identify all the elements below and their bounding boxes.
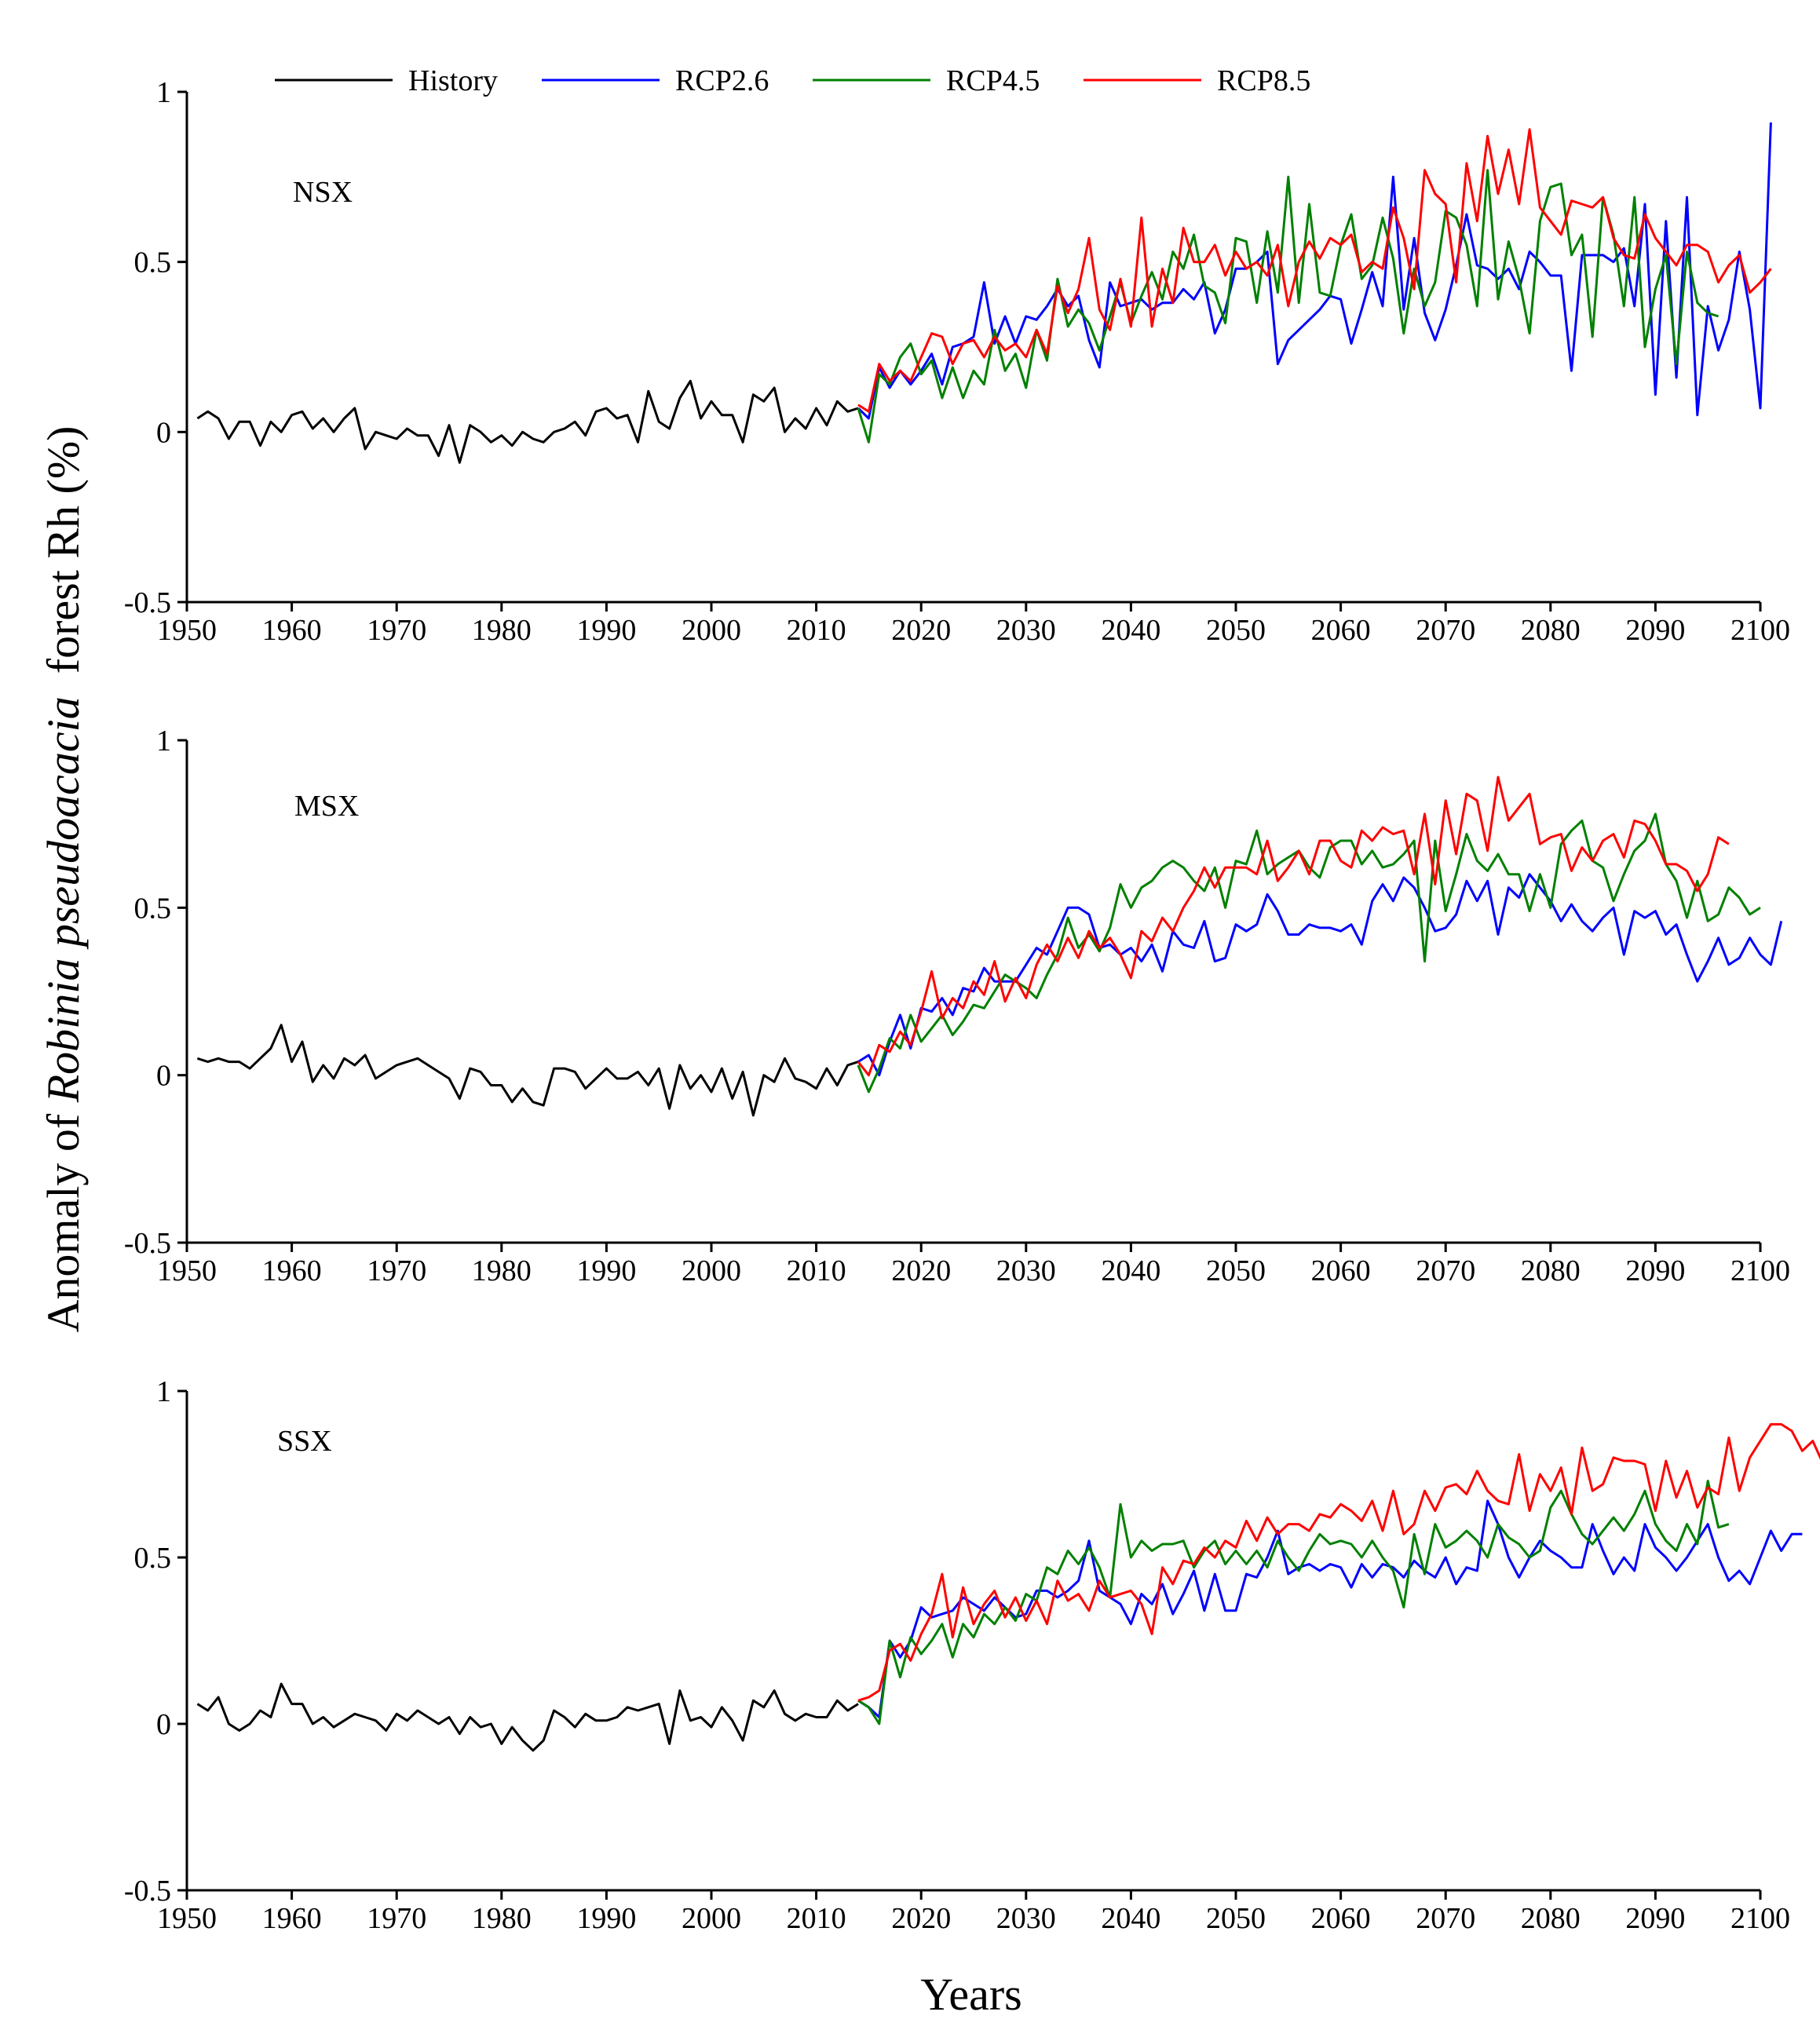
x-tick-label: 2060 bbox=[1311, 1902, 1371, 1935]
y-tick-label: -0.5 bbox=[124, 1875, 171, 1908]
y-tick-label: 0 bbox=[156, 1708, 171, 1741]
legend-label: RCP8.5 bbox=[1217, 64, 1310, 97]
legend-label: History bbox=[408, 64, 498, 97]
x-tick-label: 1990 bbox=[576, 1902, 636, 1935]
x-tick-label: 2060 bbox=[1311, 614, 1371, 647]
x-tick-label: 1980 bbox=[472, 1254, 532, 1287]
series-line-ssx-rcp85 bbox=[857, 1422, 1820, 1702]
panel-nsx: -0.5 0 0.5 1 1950 1960 1970 1980 1990 2000 2010 202… bbox=[124, 76, 1790, 647]
x-tick-label: 1970 bbox=[367, 614, 426, 647]
x-tick-label: 2040 bbox=[1101, 614, 1160, 647]
y-tick-label: 0.5 bbox=[134, 246, 172, 279]
x-tick-label: 2020 bbox=[891, 614, 951, 647]
x-tick-label: 2080 bbox=[1521, 1902, 1581, 1935]
panel-label-ssx: SSX bbox=[277, 1425, 332, 1458]
y-tick-label: 0.5 bbox=[134, 1542, 172, 1575]
x-tick-label: 2050 bbox=[1206, 1254, 1266, 1287]
x-tick-label: 2100 bbox=[1730, 614, 1790, 647]
y-tick-label: 0.5 bbox=[134, 892, 172, 925]
x-tick-label: 2000 bbox=[682, 1902, 741, 1935]
x-tick-label: 1980 bbox=[472, 1902, 532, 1935]
panel-ssx: -0.5 0 0.5 1 1950 1960 1970 1980 1990 2000 2010 202… bbox=[124, 1375, 1820, 1935]
y-axis-title-prefix: Anomaly of bbox=[38, 1102, 89, 1332]
series-line-ssx-history bbox=[196, 1682, 859, 1752]
x-tick-label: 2050 bbox=[1206, 614, 1266, 647]
x-tick-label: 1970 bbox=[367, 1902, 426, 1935]
x-tick-label: 2030 bbox=[996, 1254, 1056, 1287]
x-tick-label: 1980 bbox=[472, 614, 532, 647]
legend-item-history: History bbox=[275, 64, 498, 97]
y-tick-label: 1 bbox=[156, 1375, 171, 1408]
x-tick-label: 1990 bbox=[576, 614, 636, 647]
x-tick-label: 2000 bbox=[682, 1254, 741, 1287]
y-axis-title: Anomaly of Robinia pseudoacacia forest R… bbox=[38, 426, 89, 1333]
y-tick-label: 0 bbox=[156, 1060, 171, 1093]
panel-label-msx: MSX bbox=[294, 790, 359, 823]
series-line-ssx-rcp26 bbox=[857, 1499, 1803, 1718]
x-tick-label: 2050 bbox=[1206, 1902, 1266, 1935]
x-tick-label: 2100 bbox=[1730, 1902, 1790, 1935]
x-tick-label: 1950 bbox=[157, 1902, 217, 1935]
y-axis-title-suffix: forest Rh (%) bbox=[38, 426, 89, 697]
x-tick-label: 2080 bbox=[1521, 1254, 1581, 1287]
legend-item-rcp26: RCP2.6 bbox=[542, 64, 769, 97]
x-tick-label: 1990 bbox=[576, 1254, 636, 1287]
x-tick-label: 1950 bbox=[157, 1254, 217, 1287]
y-tick-label: 0 bbox=[156, 416, 171, 449]
x-tick-label: 2020 bbox=[891, 1254, 951, 1287]
x-tick-label: 2070 bbox=[1416, 1254, 1475, 1287]
series-line-nsx-rcp26 bbox=[857, 122, 1772, 420]
x-tick-label: 2090 bbox=[1625, 1254, 1685, 1287]
chart-panels: -0.5 0 0.5 1 1950 1960 1970 1980 1990 2000 2010 202… bbox=[124, 76, 1820, 1935]
x-tick-label: 2030 bbox=[996, 1902, 1056, 1935]
x-tick-label: 2000 bbox=[682, 614, 741, 647]
series-line-msx-rcp26 bbox=[857, 873, 1783, 1077]
series-line-msx-rcp85 bbox=[857, 776, 1730, 1077]
panel-label-nsx: NSX bbox=[293, 176, 353, 209]
x-tick-label: 1970 bbox=[367, 1254, 426, 1287]
x-tick-label: 2020 bbox=[891, 1902, 951, 1935]
x-tick-label: 2090 bbox=[1625, 1902, 1685, 1935]
x-tick-label: 2080 bbox=[1521, 614, 1581, 647]
series-line-nsx-history bbox=[196, 379, 859, 464]
panel-msx: -0.5 0 0.5 1 1950 1960 1970 1980 1990 2000 2010 202… bbox=[124, 725, 1790, 1287]
series-line-nsx-rcp85 bbox=[857, 128, 1772, 413]
series-line-ssx-rcp45 bbox=[857, 1480, 1730, 1725]
legend-label: RCP4.5 bbox=[946, 64, 1040, 97]
x-tick-label: 2010 bbox=[787, 614, 846, 647]
x-axis-title: Years bbox=[920, 1969, 1021, 2020]
x-tick-label: 1960 bbox=[262, 1902, 322, 1935]
x-tick-label: 2040 bbox=[1101, 1902, 1160, 1935]
legend-item-rcp85: RCP8.5 bbox=[1084, 64, 1310, 97]
x-tick-label: 2040 bbox=[1101, 1254, 1160, 1287]
x-tick-label: 1960 bbox=[262, 1254, 322, 1287]
x-tick-label: 2010 bbox=[787, 1902, 846, 1935]
y-tick-label: 1 bbox=[156, 725, 171, 758]
series-line-msx-rcp45 bbox=[857, 812, 1761, 1094]
series-line-msx-history bbox=[196, 1024, 859, 1117]
legend-label: RCP2.6 bbox=[675, 64, 769, 97]
legend-item-rcp45: RCP4.5 bbox=[813, 64, 1040, 97]
y-tick-label: 1 bbox=[156, 76, 171, 109]
x-tick-label: 2070 bbox=[1416, 1902, 1475, 1935]
x-tick-label: 2070 bbox=[1416, 614, 1475, 647]
series-line-nsx-rcp45 bbox=[857, 169, 1719, 444]
x-tick-label: 2010 bbox=[787, 1254, 846, 1287]
x-tick-label: 2060 bbox=[1311, 1254, 1371, 1287]
x-tick-label: 2100 bbox=[1730, 1254, 1790, 1287]
x-tick-label: 1960 bbox=[262, 614, 322, 647]
legend: History RCP2.6 RCP4.5 RCP8.5 bbox=[275, 64, 1310, 97]
y-tick-label: -0.5 bbox=[124, 586, 171, 619]
x-tick-label: 2030 bbox=[996, 614, 1056, 647]
y-tick-label: -0.5 bbox=[124, 1227, 171, 1260]
x-tick-label: 2090 bbox=[1625, 614, 1685, 647]
x-tick-label: 1950 bbox=[157, 614, 217, 647]
y-axis-title-species: Robinia pseudoacacia bbox=[38, 696, 89, 1103]
